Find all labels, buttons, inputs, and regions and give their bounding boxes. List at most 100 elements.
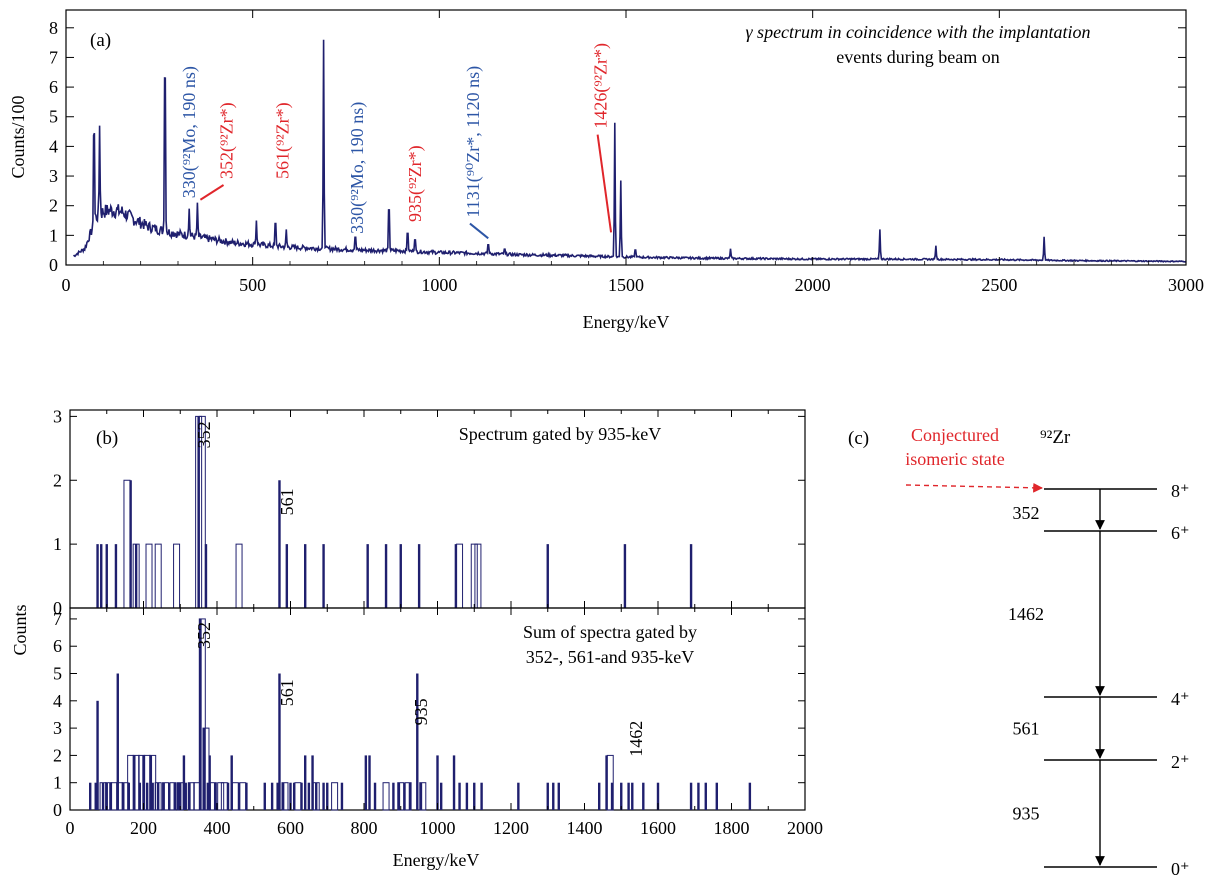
panel-a-y-tick-label: 5: [49, 107, 58, 127]
panel-b-upper-open-bar: [235, 543, 243, 609]
panel-b-lower-solid-bar: [704, 782, 707, 810]
panel-b-lower-solid-bar: [403, 782, 406, 810]
panel-b-lower-solid-bar: [311, 755, 314, 810]
panel-b-lower-solid-bar: [546, 782, 549, 810]
panel-b-lower-solid-bar: [598, 782, 601, 810]
panel-b-lower-x-tick-label: 2000: [787, 818, 823, 838]
panel-b-upper-solid-bar: [204, 544, 208, 608]
panel-b-lower-x-tick-label: 1800: [714, 818, 750, 838]
panel-a-x-tick-label: 500: [239, 275, 266, 295]
panel-b-upper-solid-bar: [197, 416, 200, 608]
panel-b-lower-solid-bar: [122, 782, 125, 810]
panel-a-x-tick-label: 1000: [421, 275, 457, 295]
panel-a-axis-ticks: 0 500 1000 1500 2000 2500 3000 0 1 2 3 4 5 6 7 8: [49, 10, 1204, 295]
panel-b-lower-solid-bar: [281, 782, 285, 810]
panel-b-lower-solid-bar: [177, 782, 180, 810]
panel-b-lower-y-tick-label: 3: [53, 718, 62, 738]
panel-b-upper-solid-bar: [546, 544, 549, 608]
panel-b-lower-subtitle-line2: 352-, 561-and 935-keV: [526, 647, 694, 667]
panel-b-upper-bars: [96, 415, 693, 609]
panel-b-lower-solid-bar: [179, 782, 182, 810]
panel-b-lower-open-bar: [231, 782, 239, 811]
panel-b-lower-solid-bar: [184, 782, 187, 810]
panel-b-lower-y-tick-label: 6: [53, 636, 62, 656]
panel-b-lower-solid-bar: [96, 700, 99, 810]
panel-a-x-tick-label: 3000: [1168, 275, 1204, 295]
panel-b-lower-solid-bar: [116, 673, 119, 810]
panel-b-lower-solid-bar: [620, 782, 623, 810]
panel-b-lower-peak-label: 1462: [626, 721, 646, 757]
panel-b-upper-solid-bar: [689, 544, 693, 608]
panel-a-y-tick-label: 3: [49, 166, 58, 186]
panel-b-lower-solid-bar: [364, 755, 368, 810]
panel-c-spin-label: 4⁺: [1171, 689, 1190, 709]
panel-b-lower-solid-bar: [517, 782, 520, 810]
panel-b-lower-open-bar: [239, 782, 247, 811]
panel-a-peak-annotation: 561(⁹²Zr*): [273, 102, 294, 179]
panel-b-lower-solid-bar: [627, 782, 630, 810]
panel-b-lower-solid-bar: [480, 782, 483, 810]
panel-b-lower-y-tick-label: 0: [53, 800, 62, 820]
panel-a-y-tick-label: 8: [49, 18, 58, 38]
panel-b-lower-solid-bar: [408, 782, 412, 810]
panel-b-lower-solid-bar: [162, 782, 165, 810]
panel-b-upper-solid-bar: [278, 480, 281, 608]
panel-b-lower-solid-bar: [157, 782, 160, 810]
panel-b-lower-solid-bar: [145, 782, 149, 810]
panel-b-upper-solid-bar: [417, 544, 421, 608]
panel-b-lower-x-tick-label: 200: [130, 818, 157, 838]
panel-a-peak-annotation: 1426(⁹²Zr*): [591, 43, 612, 129]
panel-b-lower-solid-bar: [188, 782, 191, 810]
panel-a-spectrum: 0 500 1000 1500 2000 2500 3000 0 1 2 3 4 5 6 7 8 330(⁹²…: [8, 9, 1204, 332]
panel-b-lower-open-bar: [217, 782, 225, 811]
panel-b-lower-solid-bar: [109, 782, 112, 810]
panel-a-y-tick-label: 2: [49, 196, 58, 216]
panel-b-upper-solid-bar: [134, 544, 138, 608]
panel-b-lower-solid-bar: [326, 782, 329, 810]
panel-b-lower-y-tick-label: 4: [53, 691, 62, 711]
panel-a-label: (a): [90, 30, 111, 51]
panel-c-spin-label: 8⁺: [1171, 481, 1190, 501]
panel-b-upper-peak-label: 561: [277, 488, 297, 515]
panel-b-lower-solid-bar: [392, 782, 395, 810]
panel-a-y-tick-label: 1: [49, 225, 58, 245]
panel-b-lower-solid-bar: [89, 782, 92, 810]
panel-c-transition-label: 561: [1013, 719, 1040, 739]
panel-a-peak-annotation: 330(⁹²Mo, 190 ns): [179, 66, 200, 198]
panel-a-y-axis-label: Counts/100: [8, 95, 28, 178]
panel-b-lower-y-tick-label: 7: [53, 609, 62, 629]
panel-b-lower-solid-bar: [610, 782, 614, 810]
panel-b-upper-peak-labels: 352 561: [194, 421, 297, 515]
panel-a-x-tick-label: 2000: [795, 275, 831, 295]
panel-b-lower-solid-bar: [715, 782, 718, 810]
panel-b-lower-x-tick-label: 1000: [420, 818, 456, 838]
panel-b-lower-x-tick-label: 1600: [640, 818, 676, 838]
panel-b-lower-solid-bar: [322, 782, 325, 810]
panel-a-y-tick-label: 4: [49, 136, 58, 156]
panel-b-lower-solid-bar: [199, 618, 202, 810]
panel-b-lower-x-tick-label: 400: [204, 818, 231, 838]
panel-b-lower-ticks: 0 1 2 3 4 5 6 7 0 200 400 600 800 1000 1200 1400 1600 180…: [53, 608, 823, 838]
panel-b-upper-open-bar: [456, 543, 464, 609]
panel-b-upper-solid-bar: [366, 544, 369, 608]
panel-b-lower-solid-bar: [168, 782, 171, 810]
panel-b-lower-solid-bar: [142, 755, 145, 810]
panel-c-levels: 8⁺ 6⁺ 4⁺ 2⁺ 0⁺ 352 1462 561 935: [905, 481, 1190, 878]
panel-a-annotation-leader: [199, 184, 225, 201]
panel-b-lower-peak-label: 561: [277, 679, 297, 706]
panel-b-lower-y-tick-label: 5: [53, 664, 62, 684]
panel-b-lower-bars: [89, 618, 752, 811]
panel-a-title-line2: events during beam on: [836, 47, 999, 67]
panel-b-lower-solid-bar: [397, 782, 401, 810]
panel-b-upper-open-bar: [154, 543, 162, 609]
panel-b-upper-open-bar: [173, 543, 181, 609]
panel-c-nucleus: ⁹²Zr: [1040, 427, 1071, 448]
panel-b-upper-solid-bar: [100, 544, 103, 608]
panel-a-peak-annotation: 352(⁹²Zr*): [217, 102, 238, 179]
panel-a-title-line1: γ spectrum in coincidence with the impla…: [745, 22, 1090, 42]
panel-a-x-tick-label: 0: [62, 275, 71, 295]
panel-b-upper-solid-bar: [114, 544, 118, 608]
panel-a-y-tick-label: 6: [49, 77, 58, 97]
panel-a-peak-annotation: 330(⁹²Mo, 190 ns): [347, 102, 368, 234]
